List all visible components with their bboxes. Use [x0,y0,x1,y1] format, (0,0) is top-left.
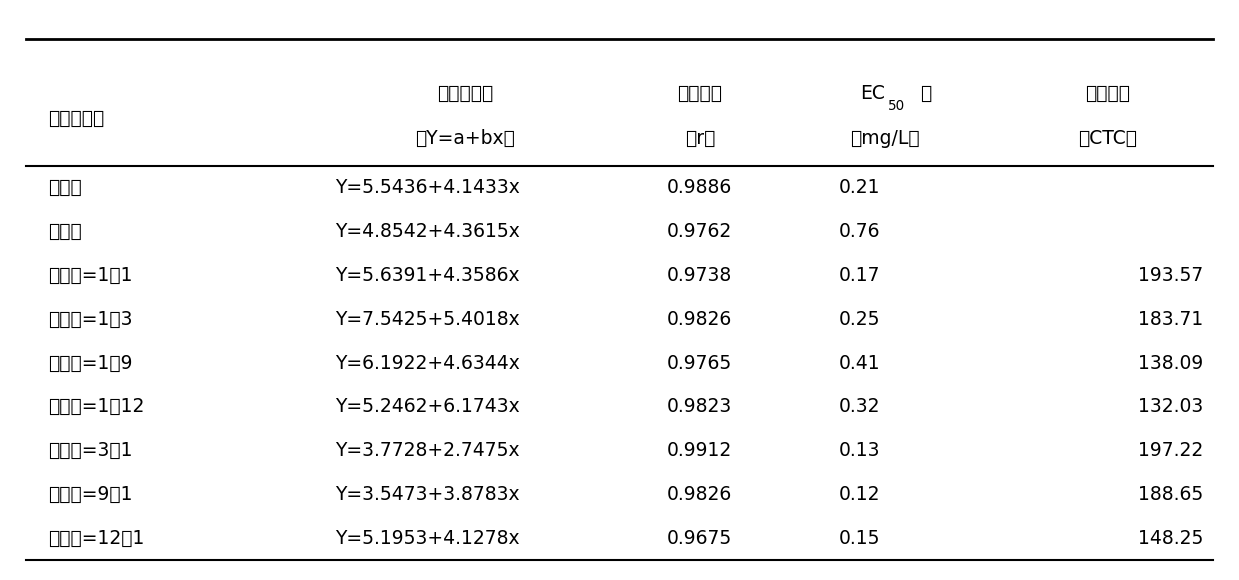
Text: 0.9912: 0.9912 [668,441,732,460]
Text: （r）: （r） [685,129,715,148]
Text: 0.15: 0.15 [839,529,880,548]
Text: 188.65: 188.65 [1137,485,1203,504]
Text: Y=7.5425+5.4018x: Y=7.5425+5.4018x [336,310,520,329]
Text: 138.09: 138.09 [1137,354,1203,372]
Text: 197.22: 197.22 [1137,441,1203,460]
Text: （mg/L）: （mg/L） [850,129,921,148]
Text: 0.9826: 0.9826 [668,310,732,329]
Text: 药剂及配比: 药剂及配比 [48,108,104,128]
Text: 值: 值 [919,84,932,103]
Text: 0.25: 0.25 [839,310,880,329]
Text: 148.25: 148.25 [1137,529,1203,548]
Text: 0.76: 0.76 [839,222,880,241]
Text: （Y=a+bx）: （Y=a+bx） [415,129,515,148]
Text: 氰：咯=1：12: 氰：咯=1：12 [48,397,145,416]
Text: 回归方程式: 回归方程式 [437,84,493,103]
Text: 氰：咯=12：1: 氰：咯=12：1 [48,529,145,548]
Text: 0.32: 0.32 [839,397,880,416]
Text: 0.9823: 0.9823 [668,397,732,416]
Text: 氰：咯=9：1: 氰：咯=9：1 [48,485,133,504]
Text: 50: 50 [888,99,904,114]
Text: Y=4.8542+4.3615x: Y=4.8542+4.3615x [336,222,520,241]
Text: Y=3.5473+3.8783x: Y=3.5473+3.8783x [336,485,520,504]
Text: 0.21: 0.21 [839,178,880,197]
Text: 氰：咯=1：1: 氰：咯=1：1 [48,266,133,285]
Text: 193.57: 193.57 [1137,266,1203,285]
Text: 0.9826: 0.9826 [668,485,732,504]
Text: 0.17: 0.17 [839,266,880,285]
Text: Y=3.7728+2.7475x: Y=3.7728+2.7475x [336,441,520,460]
Text: 0.9738: 0.9738 [668,266,732,285]
Text: 0.9886: 0.9886 [668,178,732,197]
Text: 氰：咯=3：1: 氰：咯=3：1 [48,441,133,460]
Text: Y=6.1922+4.6344x: Y=6.1922+4.6344x [336,354,520,372]
Text: EC: EC [861,84,886,103]
Text: 咯菌腈: 咯菌腈 [48,222,82,241]
Text: Y=5.6391+4.3586x: Y=5.6391+4.3586x [336,266,520,285]
Text: 0.9675: 0.9675 [668,529,732,548]
Text: Y=5.5436+4.1433x: Y=5.5436+4.1433x [336,178,520,197]
Text: 0.41: 0.41 [839,354,880,372]
Text: Y=5.1953+4.1278x: Y=5.1953+4.1278x [336,529,520,548]
Text: 183.71: 183.71 [1137,310,1203,329]
Text: 0.9765: 0.9765 [668,354,732,372]
Text: 132.03: 132.03 [1137,397,1203,416]
Text: （CTC）: （CTC） [1078,129,1137,148]
Text: 0.13: 0.13 [839,441,880,460]
Text: 氰：咯=1：9: 氰：咯=1：9 [48,354,133,372]
Text: 共毒系数: 共毒系数 [1085,84,1130,103]
Text: 氰：咯=1：3: 氰：咯=1：3 [48,310,133,329]
Text: 相关系数: 相关系数 [678,84,722,103]
Text: 0.12: 0.12 [839,485,880,504]
Text: 氰霜唑: 氰霜唑 [48,178,82,197]
Text: Y=5.2462+6.1743x: Y=5.2462+6.1743x [336,397,520,416]
Text: 0.9762: 0.9762 [668,222,732,241]
